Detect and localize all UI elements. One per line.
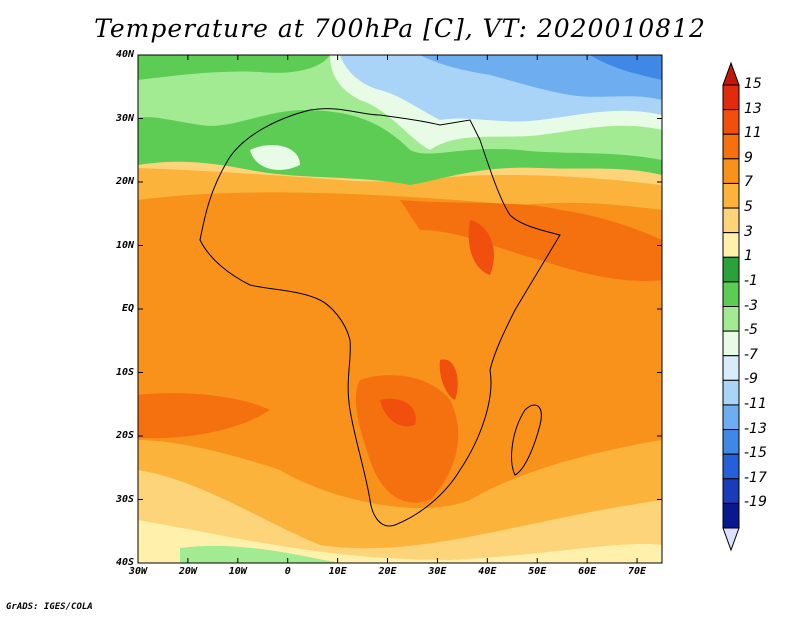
colorbar-segment (722, 306, 740, 332)
colorbar-label: 3 (744, 223, 753, 240)
lon-tick-label: 40E (478, 566, 497, 577)
colorbar-segment (722, 207, 740, 234)
colorbar-segment (722, 158, 740, 184)
lat-tick-label: 20S (115, 430, 134, 441)
colorbar-label: 1 (744, 248, 753, 265)
lat-tick-label: 20N (115, 176, 134, 187)
lat-tick-label: 10S (115, 366, 134, 378)
lat-tick-label: 40S (115, 557, 134, 568)
colorbar-label: 15 (744, 76, 762, 92)
lon-tick-label: 60E (578, 566, 597, 577)
colorbar-label: -17 (744, 469, 767, 486)
colorbar (722, 61, 740, 552)
colorbar-segment (722, 453, 740, 480)
colorbar-segment (722, 232, 740, 258)
colorbar-segment (722, 379, 740, 406)
colorbar-label: -7 (744, 346, 758, 363)
colorbar-label: -5 (744, 322, 758, 339)
colorbar-label: -9 (744, 371, 758, 388)
map-title: Temperature at 700hPa [C], VT: 202001081… (94, 14, 706, 43)
madagascar-outline (511, 404, 542, 476)
temperature-field (138, 55, 662, 563)
colorbar-segment (722, 133, 740, 160)
colorbar-segment (722, 330, 740, 357)
lat-tick-label: 30S (115, 493, 134, 505)
colorbar-top-arrow (722, 61, 740, 86)
credit-text: GrADS: IGES/COLA (6, 602, 93, 612)
colorbar-segment (722, 281, 740, 307)
africa-coastline (199, 108, 561, 527)
colorbar-segment (722, 502, 740, 529)
lon-tick-label: 0 (284, 566, 291, 577)
lat-tick-label: EQ (121, 303, 134, 314)
colorbar-label: 11 (744, 125, 762, 142)
colorbar-label: 9 (744, 149, 753, 166)
lon-tick-label: 20E (378, 566, 397, 577)
colorbar-label: -3 (744, 297, 758, 314)
lat-tick-label: 30N (115, 112, 134, 124)
colorbar-label: 7 (744, 174, 753, 191)
colorbar-label: -1 (744, 272, 758, 289)
lon-tick-label: 30W (128, 566, 148, 577)
colorbar-segment (722, 429, 740, 455)
colorbar-segment (722, 109, 740, 135)
colorbar-segment (722, 182, 740, 209)
lon-tick-label: 10E (328, 566, 347, 577)
lon-tick-label: 50E (528, 566, 547, 577)
colorbar-label: -19 (744, 494, 767, 511)
colorbar-label: -15 (744, 445, 767, 462)
colorbar-bottom-arrow (722, 527, 740, 552)
lon-tick-label: 10W (228, 566, 247, 577)
colorbar-label: -11 (744, 395, 767, 412)
colorbar-label: -13 (744, 420, 767, 437)
colorbar-segment (722, 355, 740, 381)
lon-tick-label: 20W (178, 566, 197, 577)
colorbar-segment (722, 478, 740, 504)
colorbar-segment (722, 404, 740, 431)
lon-tick-label: 70E (628, 566, 647, 577)
lat-tick-label: 40N (115, 49, 134, 60)
colorbar-segment (722, 256, 740, 283)
colorbar-segment (722, 84, 740, 111)
colorbar-label: 5 (744, 199, 753, 216)
lat-tick-label: 10N (115, 239, 134, 251)
colorbar-label: 13 (744, 100, 762, 117)
lon-tick-label: 30E (428, 566, 447, 577)
